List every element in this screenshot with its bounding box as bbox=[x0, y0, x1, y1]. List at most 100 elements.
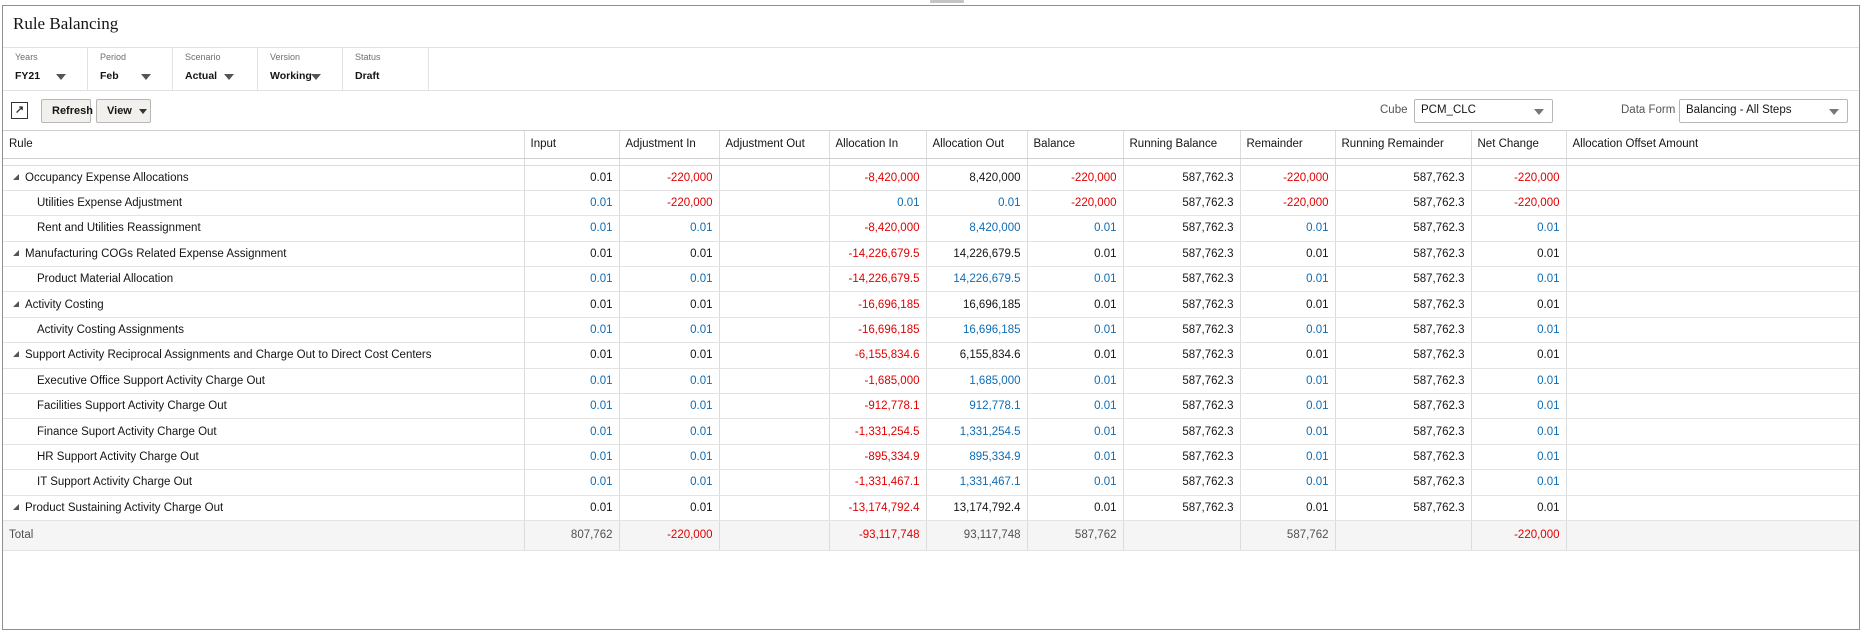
total-value-cell: -220,000 bbox=[1471, 519, 1567, 551]
value-cell: 587,762.3 bbox=[1335, 368, 1472, 395]
rule-cell[interactable]: Facilities Support Activity Charge Out bbox=[3, 393, 525, 420]
chevron-down-icon[interactable] bbox=[311, 74, 321, 80]
rule-cell[interactable]: HR Support Activity Charge Out bbox=[3, 444, 525, 471]
table-row[interactable]: Finance Suport Activity Charge Out 0.01 0.… bbox=[3, 418, 1859, 445]
data-form-select[interactable]: Balancing - All Steps bbox=[1679, 99, 1848, 123]
pov-scenario-value[interactable]: Actual bbox=[185, 70, 218, 82]
pov-period[interactable]: Period Feb bbox=[88, 48, 173, 91]
table-row[interactable]: Product Sustaining Activity Charge Out 0.… bbox=[3, 495, 1859, 521]
chevron-down-icon[interactable] bbox=[141, 74, 151, 80]
column-header[interactable]: Input bbox=[524, 131, 620, 159]
value-cell: 8,420,000 bbox=[926, 165, 1028, 191]
refresh-button[interactable]: Refresh bbox=[41, 99, 93, 123]
collapse-triangle-icon[interactable] bbox=[13, 173, 19, 180]
collapse-triangle-icon[interactable] bbox=[13, 351, 19, 358]
view-menu-button[interactable]: View bbox=[96, 99, 151, 123]
value-cell: 587,762.3 bbox=[1123, 393, 1241, 420]
value-cell: 587,762.3 bbox=[1123, 266, 1241, 293]
cube-select[interactable]: PCM_CLC bbox=[1414, 99, 1553, 123]
rule-cell[interactable]: Manufacturing COGs Related Expense Assig… bbox=[3, 241, 525, 268]
expand-icon[interactable]: ↗ bbox=[11, 102, 28, 119]
table-body: Occupancy Expense Allocations 0.01 -220,00… bbox=[3, 158, 1859, 551]
value-cell bbox=[1566, 368, 1859, 395]
rule-cell[interactable]: Occupancy Expense Allocations bbox=[3, 165, 525, 191]
column-header[interactable]: Adjustment In bbox=[619, 131, 720, 159]
column-header[interactable]: Running Balance bbox=[1123, 131, 1241, 159]
column-header[interactable]: Running Remainder bbox=[1335, 131, 1472, 159]
value-cell bbox=[719, 165, 830, 191]
value-cell: 14,226,679.5 bbox=[926, 266, 1028, 293]
rule-cell[interactable]: Utilities Expense Adjustment bbox=[3, 190, 525, 217]
pov-years-value[interactable]: FY21 bbox=[15, 70, 41, 82]
value-cell: 587,762.3 bbox=[1335, 291, 1472, 318]
pov-years[interactable]: Years FY21 bbox=[3, 48, 88, 91]
chevron-down-icon[interactable] bbox=[56, 74, 66, 80]
rule-name: Rent and Utilities Reassignment bbox=[37, 222, 201, 235]
value-cell: 587,762.3 bbox=[1123, 342, 1241, 369]
value-cell: 0.01 bbox=[1240, 393, 1336, 420]
table-row[interactable]: Activity Costing Assignments 0.01 0.01 -16,… bbox=[3, 317, 1859, 344]
column-header[interactable]: Allocation In bbox=[829, 131, 927, 159]
table-row[interactable]: Facilities Support Activity Charge Out 0.… bbox=[3, 393, 1859, 420]
pov-version-value[interactable]: Working bbox=[270, 70, 312, 82]
rule-cell[interactable]: Executive Office Support Activity Charge… bbox=[3, 368, 525, 395]
value-cell bbox=[719, 444, 830, 471]
table-row[interactable]: Executive Office Support Activity Charge… bbox=[3, 368, 1859, 395]
collapse-triangle-icon[interactable] bbox=[13, 503, 19, 510]
column-header[interactable]: Balance bbox=[1027, 131, 1124, 159]
table-row[interactable]: Support Activity Reciprocal Assignments … bbox=[3, 342, 1859, 369]
table-row[interactable]: Product Material Allocation 0.01 0.01 -14,2… bbox=[3, 266, 1859, 293]
value-cell: 0.01 bbox=[1240, 495, 1336, 521]
value-cell bbox=[1566, 291, 1859, 318]
rule-cell[interactable]: Product Material Allocation bbox=[3, 266, 525, 293]
rule-cell[interactable]: Activity Costing bbox=[3, 291, 525, 318]
value-cell: 0.01 bbox=[619, 291, 720, 318]
collapse-triangle-icon[interactable] bbox=[13, 300, 19, 307]
table-row[interactable]: HR Support Activity Charge Out 0.01 0.01 -8… bbox=[3, 444, 1859, 471]
value-cell: 0.01 bbox=[1027, 291, 1124, 318]
rule-name: IT Support Activity Charge Out bbox=[37, 476, 193, 489]
rule-name: Occupancy Expense Allocations bbox=[25, 171, 189, 184]
table-row[interactable]: Utilities Expense Adjustment 0.01 -220,000… bbox=[3, 190, 1859, 217]
table-row[interactable]: Occupancy Expense Allocations 0.01 -220,00… bbox=[3, 165, 1859, 191]
pov-version[interactable]: Version Working bbox=[258, 48, 343, 91]
rule-cell[interactable]: Support Activity Reciprocal Assignments … bbox=[3, 342, 525, 369]
table-row[interactable]: Rent and Utilities Reassignment 0.01 0.01-… bbox=[3, 215, 1859, 242]
rule-cell[interactable]: Rent and Utilities Reassignment bbox=[3, 215, 525, 242]
table-row[interactable]: IT Support Activity Charge Out 0.01 0.01 -1… bbox=[3, 469, 1859, 496]
rule-cell[interactable]: Activity Costing Assignments bbox=[3, 317, 525, 344]
panel-drag-handle[interactable] bbox=[930, 0, 964, 3]
rule-cell[interactable]: Product Sustaining Activity Charge Out bbox=[3, 495, 525, 521]
column-header[interactable]: Allocation Out bbox=[926, 131, 1028, 159]
value-cell: -220,000 bbox=[619, 190, 720, 217]
value-cell bbox=[719, 393, 830, 420]
total-value-cell bbox=[1123, 519, 1241, 551]
rule-cell[interactable]: Finance Suport Activity Charge Out bbox=[3, 418, 525, 445]
chevron-down-icon[interactable] bbox=[224, 74, 234, 80]
column-header[interactable]: Net Change bbox=[1471, 131, 1567, 159]
spacer-cell bbox=[1240, 158, 1336, 166]
value-cell: -1,331,467.1 bbox=[829, 469, 927, 496]
total-value-cell: 587,762 bbox=[1240, 519, 1336, 551]
value-cell: -895,334.9 bbox=[829, 444, 927, 471]
pov-scenario[interactable]: Scenario Actual bbox=[173, 48, 258, 91]
table-row[interactable]: Activity Costing 0.01 0.01 -16,696,185 16,69… bbox=[3, 291, 1859, 318]
rule-cell[interactable]: IT Support Activity Charge Out bbox=[3, 469, 525, 496]
value-cell: 587,762.3 bbox=[1335, 317, 1472, 344]
value-cell: 0.01 bbox=[1471, 342, 1567, 369]
value-cell: 0.01 bbox=[1027, 215, 1124, 242]
column-header[interactable]: Adjustment Out bbox=[719, 131, 830, 159]
chevron-down-icon bbox=[138, 108, 147, 114]
column-header[interactable]: Remainder bbox=[1240, 131, 1336, 159]
pov-period-value[interactable]: Feb bbox=[100, 70, 119, 82]
value-cell: 0.01 bbox=[1027, 495, 1124, 521]
value-cell bbox=[1566, 215, 1859, 242]
value-cell bbox=[719, 241, 830, 268]
column-header[interactable]: Allocation Offset Amount bbox=[1566, 131, 1859, 159]
table-row[interactable]: Manufacturing COGs Related Expense Assig… bbox=[3, 241, 1859, 268]
collapse-triangle-icon[interactable] bbox=[13, 249, 19, 256]
value-cell: -220,000 bbox=[619, 165, 720, 191]
table-header: Rule Input Adjustment In Adjustment Out Allo… bbox=[3, 131, 1859, 159]
value-cell: 587,762.3 bbox=[1335, 418, 1472, 445]
column-header[interactable]: Rule bbox=[3, 131, 525, 159]
